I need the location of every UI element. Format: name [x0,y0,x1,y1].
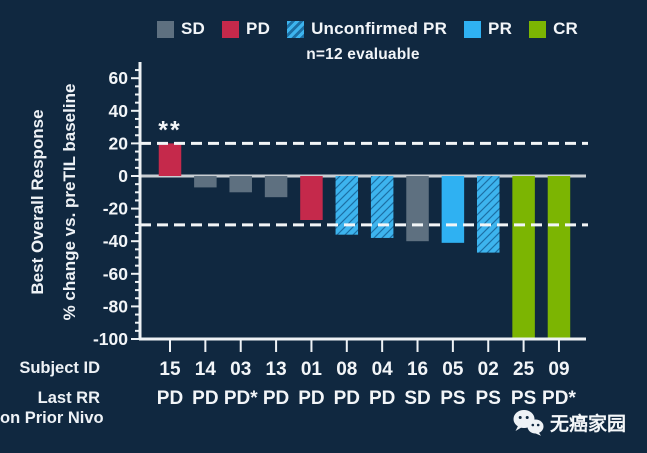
bar-subject-02 [476,176,500,253]
watermark: 无癌家园 [512,408,626,436]
bar-subject-16 [406,176,429,242]
y-tick-label-40: 40 [109,101,129,121]
x-axis-ticks: 15 PD 14 PD 03 PD* 13 PD 01 PD 08 PD 04 PD 16 SD 05 PS 02 P… [157,339,576,409]
subject-id-25: 25 [513,359,535,380]
last-rr-03: PD* [224,388,258,409]
last-rr-14: PD [192,388,218,409]
subject-id-09: 09 [548,359,569,380]
subject-id-15: 15 [159,359,181,380]
watermark-text: 无癌家园 [550,413,627,435]
legend-swatch-upr [287,20,305,38]
evaluable-count-label: n=12 evaluable [306,46,420,63]
legend-item-pr: PR [464,19,512,39]
last-rr-04: PD [369,388,395,409]
significance-annotation-15: ** [158,116,181,144]
last-rr-08: PD [334,388,360,409]
wechat-icon [513,410,544,436]
last-rr-01: PD [298,388,324,409]
y-tick-label-0: 0 [118,166,128,186]
last-rr-13: PD [263,388,289,409]
legend: SD PD Unconfirmed PR PR CR [157,19,578,39]
y-tick-label--100: -100 [93,329,128,349]
last-rr-row-label-line2: on Prior Nivo [0,409,104,427]
bar-subject-15 [158,143,182,176]
y-tick-label-60: 60 [109,68,129,88]
legend-label-pr: PR [488,19,513,38]
y-tick-label--40: -40 [103,231,129,251]
legend-swatch-sd [157,20,174,38]
legend-label-pd: PD [246,19,271,38]
subject-id-16: 16 [407,359,428,380]
legend-swatch-pd [222,20,240,38]
subject-id-05: 05 [442,359,464,380]
subject-id-03: 03 [230,359,251,380]
legend-item-pd: PD [222,19,270,39]
legend-label-upr: Unconfirmed PR [311,19,448,38]
subject-id-13: 13 [266,359,287,380]
bar-subject-05 [441,176,465,243]
last-rr-25: PS [511,388,536,409]
legend-label-sd: SD [181,19,206,38]
subject-id-02: 02 [478,359,499,380]
last-rr-15: PD [157,388,183,409]
legend-swatch-cr [529,20,547,38]
subject-id-08: 08 [336,359,357,380]
subject-id-row-label: Subject ID [19,359,100,377]
y-tick-label-20: 20 [109,133,129,153]
bar-subject-03 [229,176,252,193]
subject-id-01: 01 [301,359,323,380]
bar-subject-08 [335,176,359,235]
last-rr-09: PD* [542,388,576,409]
legend-label-cr: CR [553,19,579,38]
legend-swatch-pr [464,20,482,38]
bar-subject-13 [264,176,288,198]
bar-subject-09 [547,176,571,339]
legend-item-sd: SD [157,19,205,39]
legend-item-upr: Unconfirmed PR [287,19,447,39]
bars [158,143,571,339]
y-tick-label--60: -60 [103,264,129,284]
y-tick-label--80: -80 [103,296,129,316]
bar-subject-04 [370,176,394,238]
subject-id-14: 14 [195,359,217,380]
y-axis-ticks: -100 -80 -60 -40 -20 0 20 40 60 [93,68,140,349]
bar-subject-01 [300,176,323,221]
last-rr-05: PS [440,388,465,409]
bar-subject-25 [512,176,535,339]
subject-id-04: 04 [372,359,394,380]
legend-item-cr: CR [529,19,578,39]
bar-subject-14 [194,176,217,188]
last-rr-02: PS [476,388,501,409]
last-rr-16: SD [404,388,430,409]
y-tick-label--20: -20 [103,199,129,219]
last-rr-row-label-line1: Last RR [37,389,100,407]
